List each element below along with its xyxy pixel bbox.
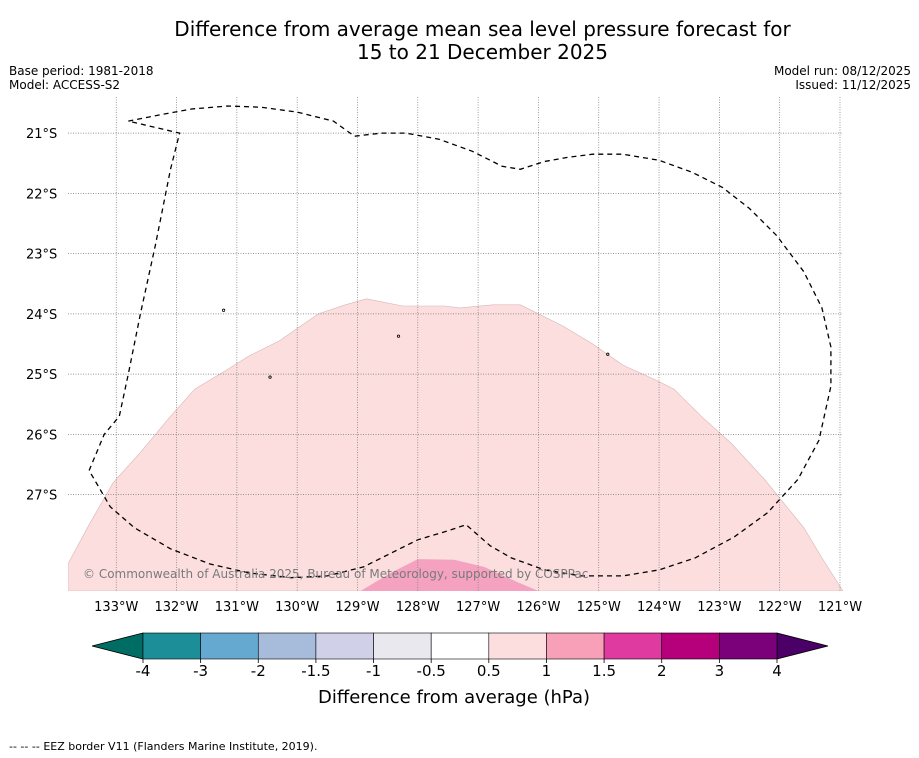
anomaly-region-0p5-to-1	[68, 298, 843, 591]
issued-date: Issued: 11/12/2025	[795, 78, 911, 92]
eez-legend: -- -- -- EEZ border V11 (Flanders Marine…	[9, 740, 317, 753]
y-tick-label: 22°S	[26, 187, 57, 202]
x-tick-label: 133°W	[94, 600, 138, 615]
model-run: Model run: 08/12/2025	[773, 64, 911, 78]
y-tick-label: 21°S	[26, 127, 57, 142]
colorbar-segment	[315, 632, 374, 660]
colorbar-tick-label: 1	[542, 662, 552, 680]
colorbar-tick-label: 2	[657, 662, 667, 680]
copyright-text: © Commonwealth of Australia 2025, Bureau…	[83, 567, 588, 581]
anomaly-region-1-to-1p5	[360, 559, 539, 591]
eez-legend-dashes: -- -- --	[9, 740, 44, 753]
colorbar-segment	[661, 632, 720, 660]
base-period: Base period: 1981-2018	[9, 64, 154, 78]
colorbar-tick-label: 4	[772, 662, 782, 680]
colorbar-tick-label: -1	[366, 662, 381, 680]
x-tick-label: 129°W	[335, 600, 379, 615]
x-tick-label: 123°W	[697, 600, 741, 615]
island-2	[396, 334, 401, 338]
island-1	[222, 308, 226, 312]
colorbar-tick-label: -4	[136, 662, 151, 680]
colorbar-tick-label: 0.5	[477, 662, 501, 680]
colorbar-segment	[719, 632, 778, 660]
colorbar-segment	[603, 632, 663, 660]
x-tick-label: 124°W	[637, 600, 681, 615]
colorbar-tick-label: -2	[251, 662, 266, 680]
colorbar-label: Difference from average (hPa)	[318, 687, 590, 708]
colorbar-segment	[142, 632, 201, 660]
colorbar-segment	[200, 632, 259, 660]
eez-border-line	[88, 105, 832, 579]
x-tick-label: 122°W	[758, 600, 802, 615]
y-tick-label: 25°S	[26, 368, 57, 383]
x-tick-label: 130°W	[275, 600, 319, 615]
model-name: Model: ACCESS-S2	[9, 78, 121, 92]
eez-legend-text: EEZ border V11 (Flanders Marine Institut…	[43, 740, 318, 753]
colorbar-tick-label: 1.5	[592, 662, 616, 680]
x-tick-label: 126°W	[516, 600, 560, 615]
y-tick-label: 23°S	[26, 248, 57, 263]
y-tick-label: 24°S	[26, 308, 57, 323]
y-tick-label: 26°S	[26, 428, 57, 443]
colorbar-segment	[257, 632, 317, 660]
colorbar-segment	[488, 632, 547, 660]
y-tick-label: 27°S	[26, 489, 57, 504]
colorbar-tick-label: -0.5	[417, 662, 446, 680]
x-tick-label: 121°W	[818, 600, 862, 615]
chart-title-line1: Difference from average mean sea level p…	[174, 17, 791, 41]
plot-area: © Commonwealth of Australia 2025, Bureau…	[68, 97, 843, 591]
colorbar-tick-label: 3	[715, 662, 725, 680]
colorbar-segment	[373, 632, 432, 660]
x-tick-label: 125°W	[577, 600, 621, 615]
island-3	[268, 375, 272, 379]
colorbar-segment	[546, 632, 605, 660]
colorbar-extend-high	[776, 632, 829, 660]
x-tick-label: 127°W	[456, 600, 500, 615]
chart-title-line2: 15 to 21 December 2025	[356, 40, 608, 64]
colorbar-tick-label: -1.5	[301, 662, 330, 680]
meta-right: Model run: 08/12/2025 Issued: 11/12/2025	[774, 64, 911, 92]
meta-left: Base period: 1981-2018 Model: ACCESS-S2	[9, 64, 154, 92]
x-tick-label: 128°W	[396, 600, 440, 615]
colorbar-extend-low	[91, 632, 144, 660]
x-tick-label: 131°W	[215, 600, 259, 615]
colorbar: -4 -3 -2 -1.5 -1 -0.5 0.5 1 1.5 2 3 4 Difference fro…	[91, 632, 829, 708]
island-4	[606, 352, 610, 356]
chart-title: Difference from average mean sea level p…	[60, 18, 905, 64]
colorbar-tick-label: -3	[193, 662, 208, 680]
colorbar-segment	[430, 632, 490, 660]
x-tick-label: 132°W	[154, 600, 198, 615]
